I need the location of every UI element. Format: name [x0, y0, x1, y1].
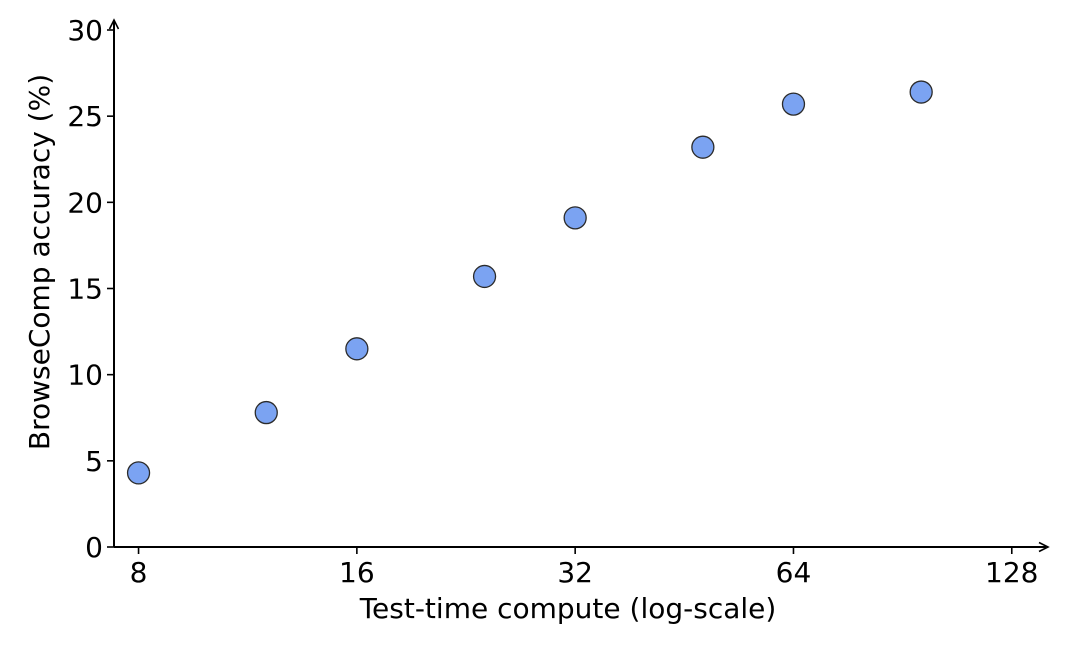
data-point — [345, 337, 369, 361]
data-points — [126, 80, 933, 485]
y-tick-label: 10 — [67, 359, 103, 392]
data-point — [691, 135, 715, 159]
y-axis-title: BrowseComp accuracy (%) — [23, 74, 56, 450]
y-axis-arrow — [108, 18, 120, 30]
y-tick-label: 20 — [67, 186, 103, 219]
axes — [108, 18, 1050, 553]
x-tick-label: 16 — [339, 556, 375, 589]
y-tick-label: 15 — [67, 273, 103, 306]
data-point — [781, 92, 806, 116]
x-axis-title: Test-time compute (log-scale) — [359, 592, 777, 625]
y-tick-label: 30 — [67, 14, 103, 47]
x-tick-label: 8 — [130, 556, 148, 589]
data-point — [254, 400, 278, 425]
ticks: 0 5 10 15 20 25 30 8 16 32 64 128 — [67, 14, 1038, 589]
data-point — [126, 461, 151, 485]
y-tick-label: 5 — [85, 445, 103, 478]
y-tick-label: 0 — [85, 531, 103, 564]
data-point — [563, 206, 587, 230]
data-point — [472, 264, 497, 289]
data-point — [909, 80, 933, 104]
y-tick-label: 25 — [67, 100, 103, 133]
x-axis-arrow — [1038, 541, 1050, 553]
x-tick-label: 128 — [985, 556, 1038, 589]
x-tick-label: 64 — [776, 556, 812, 589]
x-tick-label: 32 — [557, 556, 593, 589]
